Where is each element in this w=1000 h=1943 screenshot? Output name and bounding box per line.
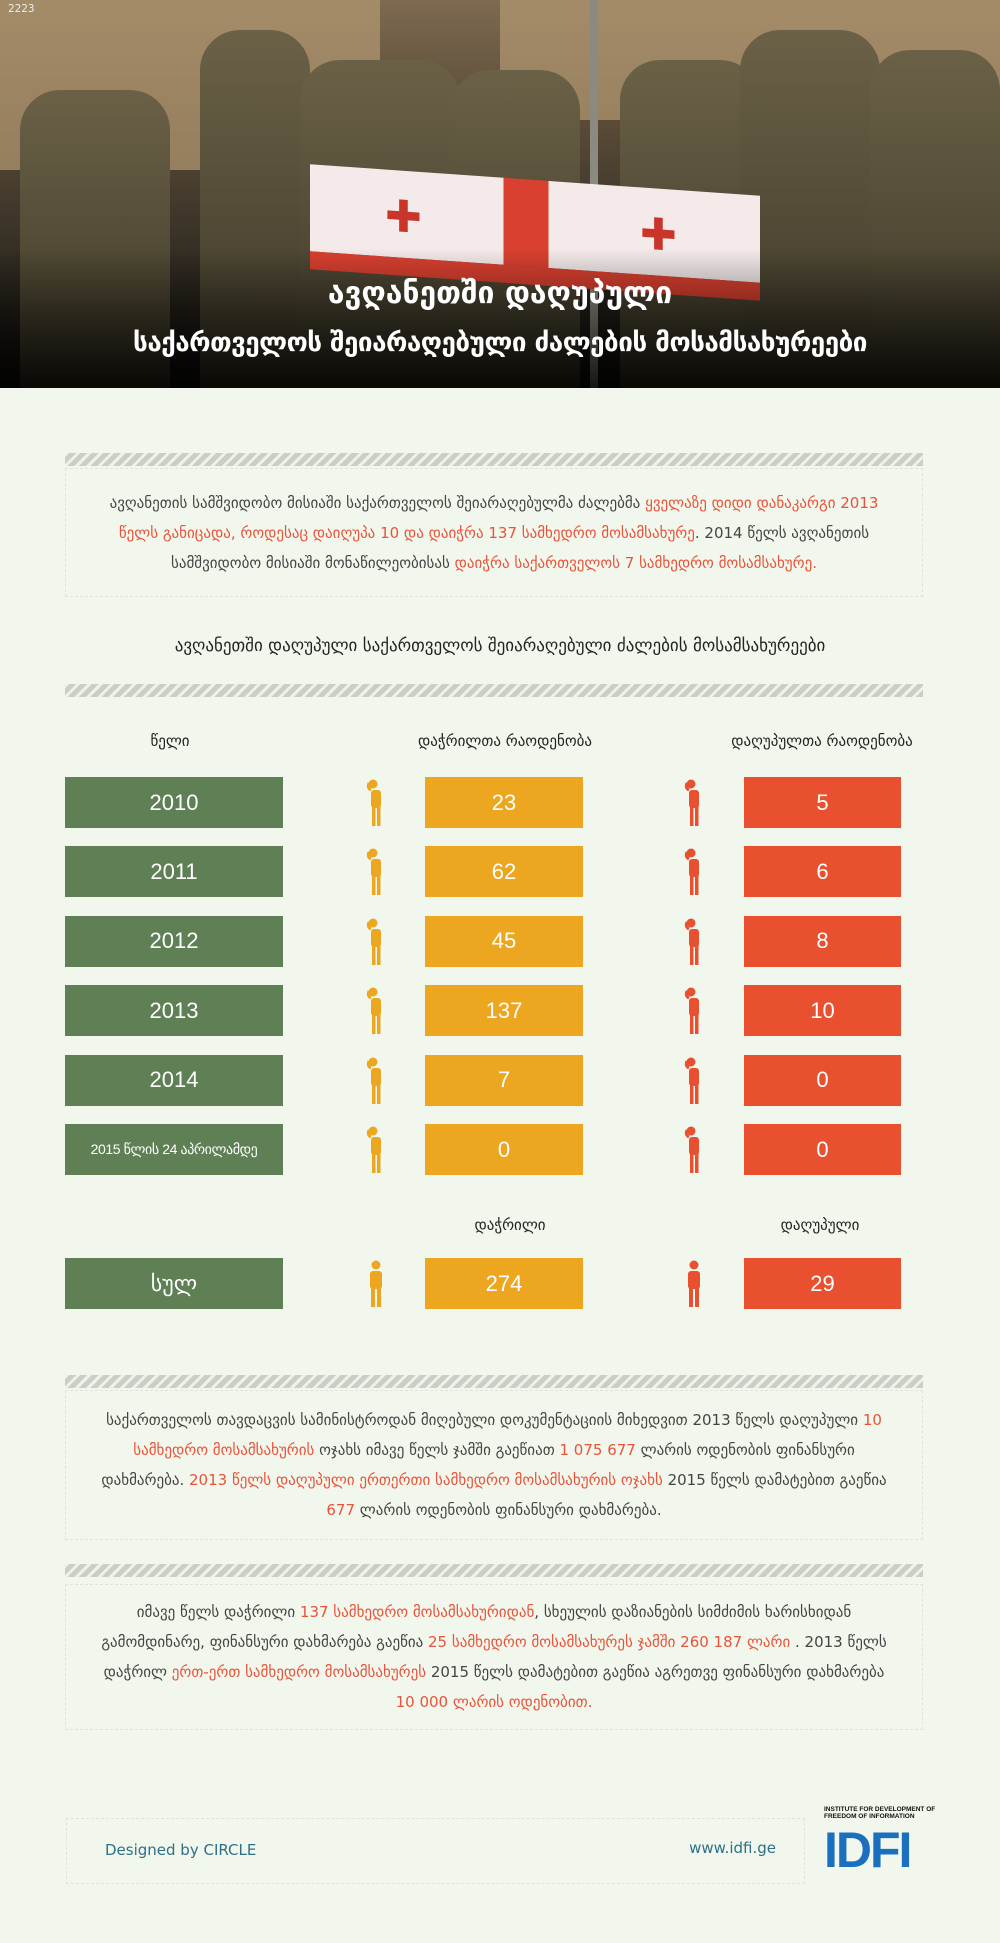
- text-span: . 2013 წელს დაჭრილ: [103, 1633, 887, 1681]
- killed-count: 5: [744, 777, 901, 828]
- text-span: ავღანეთის სამშვიდობო მისიაში საქართველოს…: [109, 493, 646, 512]
- person-killed-icon: [684, 848, 699, 896]
- header-injured: დაჭრილთა რაოდენობა: [418, 732, 592, 750]
- intro-text: ავღანეთის სამშვიდობო მისიაში საქართველოს…: [65, 468, 923, 597]
- logo-text: INSTITUTE FOR DEVELOPMENT OF FREEDOM OF …: [824, 1806, 936, 1820]
- highlighted-text: 10 000 ლარის ოდენობით.: [395, 1693, 593, 1711]
- page-title-line2: საქართველოს შეიარაღებული ძალების მოსამსა…: [133, 328, 867, 358]
- compensation-text-killed: საქართველოს თავდაცვის სამინისტროდან მიღე…: [65, 1390, 923, 1540]
- highlighted-text: ერთ-ერთ სამხედრო მოსამსახურეს: [171, 1663, 427, 1681]
- stripe-divider: [65, 1564, 923, 1577]
- total-injured-label: დაჭრილი: [474, 1216, 546, 1234]
- person-killed-icon: [684, 987, 699, 1035]
- table-row: 2015 წლის 24 აპრილამდე 0 0: [0, 1124, 1000, 1175]
- table-row: 2010 23 5: [0, 777, 1000, 828]
- stripe-divider: [65, 453, 923, 466]
- text-span: საქართველოს თავდაცვის სამინისტროდან მიღე…: [106, 1411, 863, 1429]
- person-injured-icon: [370, 1260, 382, 1307]
- table-title: ავღანეთში დაღუპული საქართველოს შეიარაღებ…: [174, 636, 826, 656]
- person-injured-icon: [366, 918, 381, 965]
- page-title-line1: ავღანეთში დაღუპული: [327, 276, 673, 311]
- text-span: 2015 წელს დამატებით გაეწია აგრეთვე ფინან…: [426, 1663, 885, 1681]
- totals-row: სულ 274 29: [0, 1258, 1000, 1309]
- highlighted-text: 1 075 677: [559, 1441, 636, 1459]
- text-span: ლარის ოდენობის ფინანსური დახმარება.: [355, 1501, 662, 1519]
- injured-count: 7: [425, 1054, 583, 1106]
- footer: Designed by CIRCLE www.idfi.ge: [66, 1818, 805, 1884]
- person-injured-icon: [366, 1057, 381, 1104]
- injured-count: 0: [425, 1124, 583, 1175]
- person-killed-icon: [684, 779, 699, 826]
- year-cell: 2013: [65, 985, 283, 1037]
- stripe-divider: [65, 684, 923, 697]
- total-killed: 29: [744, 1258, 901, 1309]
- injured-count: 137: [425, 985, 583, 1037]
- person-killed-icon: [688, 1260, 700, 1307]
- injured-count: 45: [425, 915, 583, 967]
- idfi-logo: INSTITUTE FOR DEVELOPMENT OF FREEDOM OF …: [824, 1806, 936, 1878]
- banner-shade: [0, 248, 1000, 388]
- year-cell: 2015 წლის 24 აპრილამდე: [65, 1124, 283, 1175]
- text-span: ოჯახს იმავე წელს ჯამში გაეწიათ: [314, 1441, 560, 1459]
- injured-count: 62: [425, 846, 583, 898]
- table-row: 2012 45 8: [0, 915, 1000, 967]
- highlighted-text: დაიჭრა საქართველოს 7 სამხედრო მოსამსახურ…: [454, 553, 817, 572]
- killed-count: 0: [744, 1054, 901, 1106]
- person-injured-icon: [366, 848, 381, 896]
- person-injured-icon: [366, 1126, 381, 1173]
- year-cell: 2011: [65, 846, 283, 898]
- person-killed-icon: [684, 1057, 699, 1104]
- stripe-divider: [65, 1375, 923, 1388]
- text-span: . 2014 წელს ავღანეთის სამშვიდობო მისიაში…: [171, 523, 870, 572]
- person-killed-icon: [684, 1126, 699, 1173]
- injured-count: 23: [425, 777, 583, 828]
- cross-icon: ✚: [385, 190, 422, 245]
- total-label: სულ: [65, 1258, 283, 1309]
- highlighted-text: ყველაზე დიდი დანაკარგი 2013 წელს განიცად…: [118, 493, 879, 542]
- year-cell: 2010: [65, 777, 283, 828]
- killed-count: 8: [744, 915, 901, 967]
- header-killed: დაღუპულთა რაოდენობა: [731, 732, 913, 750]
- highlighted-text: 677: [326, 1501, 356, 1519]
- highlighted-text: 2013 წელს დაღუპული ერთერთი სამხედრო მოსა…: [189, 1471, 663, 1489]
- header-year: წელი: [150, 732, 190, 750]
- highlighted-text: 25 სამხედრო მოსამსახურეს ჯამში 260 187 ლ…: [428, 1633, 791, 1651]
- text-span: , სხეულის დაზიანების სიმძიმის ხარისხიდან…: [101, 1603, 852, 1651]
- table-row: 2013 137 10: [0, 985, 1000, 1037]
- text-span: 2015 წელს დამატებით გაეწია: [662, 1471, 887, 1489]
- year-cell: 2012: [65, 915, 283, 967]
- person-injured-icon: [366, 779, 381, 826]
- text-span: ლარის ოდენობის ფინანსური დახმარება.: [101, 1441, 855, 1489]
- highlighted-text: 137 სამხედრო მოსამსახურიდან: [299, 1603, 535, 1621]
- person-injured-icon: [366, 987, 381, 1035]
- killed-count: 6: [744, 846, 901, 898]
- person-killed-icon: [684, 918, 699, 965]
- website-link[interactable]: www.idfi.ge: [689, 1839, 776, 1857]
- highlighted-text: 10 სამხედრო მოსამსახურის: [133, 1411, 882, 1459]
- designed-by: Designed by CIRCLE: [105, 1841, 257, 1859]
- compensation-text-injured: იმავე წელს დაჭრილი 137 სამხედრო მოსამსახ…: [65, 1584, 923, 1730]
- killed-count: 0: [744, 1124, 901, 1175]
- total-killed-label: დაღუპული: [780, 1216, 860, 1234]
- killed-count: 10: [744, 985, 901, 1037]
- table-row: 2011 62 6: [0, 846, 1000, 898]
- year-cell: 2014: [65, 1054, 283, 1106]
- logo-mark: IDFI: [824, 1822, 912, 1878]
- total-injured: 274: [425, 1258, 583, 1309]
- header-banner: ✚ ✚ 2223 ავღანეთში დაღუპული საქართველოს …: [0, 0, 1000, 388]
- text-span: იმავე წელს დაჭრილი: [136, 1603, 300, 1621]
- table-row: 2014 7 0: [0, 1054, 1000, 1106]
- photo-badge: 2223: [8, 2, 35, 15]
